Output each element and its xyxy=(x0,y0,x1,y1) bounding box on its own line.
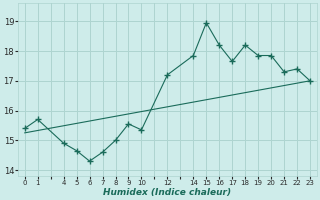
X-axis label: Humidex (Indice chaleur): Humidex (Indice chaleur) xyxy=(103,188,231,197)
